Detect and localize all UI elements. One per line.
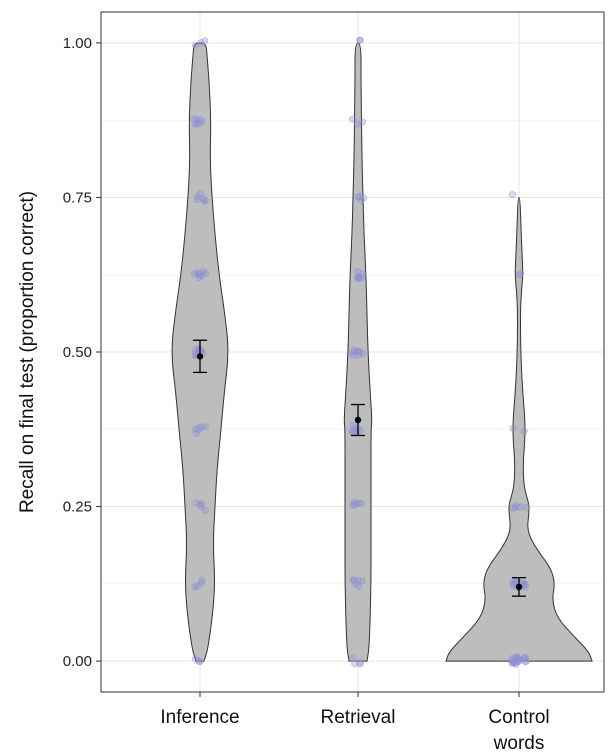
data-point [192, 429, 200, 437]
data-point [198, 576, 206, 584]
x-axis-ticks: Inference Retrieval Control words [160, 692, 550, 753]
data-point [359, 349, 367, 357]
y-tick-label: 0.00 [63, 653, 92, 670]
data-point [192, 499, 200, 507]
y-tick-label: 0.25 [63, 499, 92, 516]
data-point [349, 351, 357, 359]
data-point [197, 502, 205, 510]
data-point [512, 501, 520, 509]
data-point [520, 427, 528, 435]
data-point [356, 36, 364, 44]
data-point [356, 660, 364, 668]
data-point [514, 657, 522, 666]
data-point [522, 503, 530, 511]
data-point [355, 499, 364, 507]
jitter-points [190, 36, 530, 668]
data-point [353, 267, 361, 275]
data-point [513, 653, 521, 661]
data-point [195, 657, 203, 665]
data-point [349, 422, 357, 430]
data-point [521, 653, 529, 661]
x-category-label: Inference [160, 707, 239, 728]
data-point [194, 192, 202, 200]
x-category-label: words [493, 733, 545, 753]
data-point [356, 273, 364, 281]
data-point [354, 193, 362, 201]
data-point [351, 580, 359, 588]
y-axis-ticks: 0.00 0.25 0.50 0.75 1.00 [63, 35, 101, 670]
y-axis-title: Recall on final test (proportion correct… [17, 191, 38, 513]
data-point [193, 582, 201, 590]
data-point [353, 499, 361, 507]
data-point [517, 270, 525, 278]
mean-point [196, 353, 204, 360]
data-point [349, 428, 357, 436]
violin [445, 196, 593, 662]
data-point [516, 503, 524, 511]
mean-markers [193, 339, 526, 597]
x-category-label: Control [488, 707, 549, 728]
x-category-label: Retrieval [321, 707, 396, 728]
mean-point [354, 416, 362, 424]
data-point [349, 576, 357, 584]
data-point [354, 120, 362, 128]
data-point [201, 506, 209, 514]
data-point [199, 268, 207, 276]
mean-point [515, 583, 523, 591]
data-point [509, 659, 517, 667]
y-tick-label: 1.00 [63, 35, 92, 52]
data-point [509, 424, 517, 432]
data-point [521, 658, 529, 666]
data-point [195, 423, 203, 431]
y-tick-label: 0.50 [63, 344, 92, 361]
data-point [349, 115, 357, 123]
data-point [197, 116, 205, 124]
data-point [191, 655, 199, 663]
data-point [195, 119, 204, 127]
data-point [201, 37, 209, 45]
data-point [198, 423, 206, 432]
data-point [191, 120, 199, 128]
data-point [197, 190, 205, 198]
y-tick-label: 0.75 [63, 189, 92, 206]
data-point [351, 660, 359, 668]
data-point [508, 191, 516, 199]
data-point [193, 269, 201, 277]
data-point [191, 41, 200, 49]
